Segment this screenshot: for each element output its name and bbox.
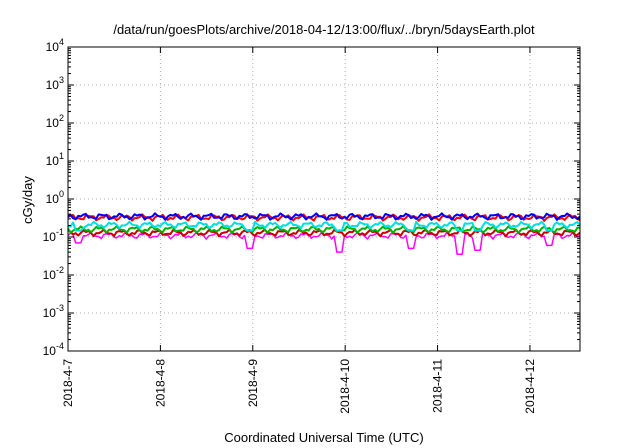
x-tick-label: 2018-4-9 xyxy=(246,359,260,407)
y-axis-label: cGy/day xyxy=(20,176,35,224)
x-tick-label: 2018-4-12 xyxy=(523,359,537,414)
y-tick-label: 101 xyxy=(46,151,64,168)
x-tick-label: 2018-4-8 xyxy=(153,359,167,407)
x-axis: 2018-4-7 2018-4-8 2018-4-9 2018-4-10 2018-4-… xyxy=(61,47,537,414)
x-axis-label: Coordinated Universal Time (UTC) xyxy=(224,430,423,445)
y-tick-label: 10-2 xyxy=(43,265,64,282)
series-line-4 xyxy=(68,220,581,232)
series-line-2 xyxy=(67,228,581,238)
chart-title: /data/run/goesPlots/archive/2018-04-12/1… xyxy=(113,22,535,37)
series-line-5 xyxy=(67,213,581,222)
y-tick-label: 103 xyxy=(46,75,64,92)
series-group xyxy=(67,212,581,256)
y-tick-label: 10-4 xyxy=(43,341,64,358)
y-axis: 10-4 10-3 10-2 10-1 100 101 102 103 104 xyxy=(43,37,580,358)
x-tick-label: 2018-4-7 xyxy=(61,359,75,407)
y-tick-label: 100 xyxy=(46,189,64,206)
x-tick-label: 2018-4-10 xyxy=(338,359,352,414)
y-tick-label: 10-1 xyxy=(43,227,64,244)
grid xyxy=(68,47,580,351)
series-line-6 xyxy=(67,212,581,221)
y-tick-label: 104 xyxy=(46,37,64,54)
y-tick-label: 10-3 xyxy=(43,303,64,320)
x-tick-label: 2018-4-11 xyxy=(431,359,445,413)
y-tick-label: 102 xyxy=(46,113,64,130)
